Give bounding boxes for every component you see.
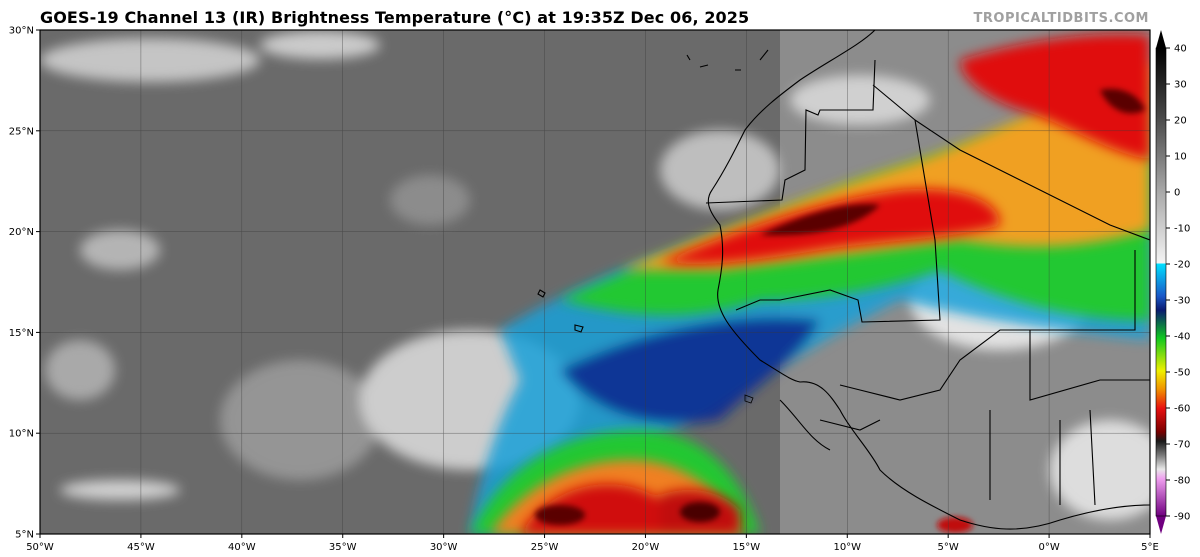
lat-tick-label: 10°N [9,429,34,440]
gridlines [40,30,1150,534]
lon-tick-label: 50°W [26,542,54,553]
lon-tick-label: 30°W [430,542,458,553]
lon-tick-label: 5°E [1141,542,1159,553]
lat-tick-label: 20°N [9,227,34,238]
lon-tick-label: 15°W [733,542,761,553]
longitude-axis: 50°W 45°W 40°W 35°W 30°W 25°W 20°W 15°W 10°W 5°W 0… [26,534,1159,553]
coastlines [537,30,1150,530]
lat-tick-label: 25°N [9,126,34,137]
lon-tick-label: 5°W [938,542,959,553]
colorbar-scale [1156,48,1166,516]
latitude-axis: 30°N 25°N 20°N 15°N 10°N 5°N [9,26,40,541]
lon-tick-label: 20°W [632,542,660,553]
colorbar-bottom-arrow [1156,516,1166,534]
colorbar-tick-label: -10 [1174,224,1190,235]
map-frame [39,29,1151,535]
colorbar-tick-label: -70 [1174,440,1190,451]
colorbar-tick-label: -50 [1174,368,1190,379]
colorbar-tick-label: 20 [1174,116,1187,127]
lat-tick-label: 15°N [9,328,34,339]
lon-tick-label: 0°W [1038,542,1059,553]
page-title: GOES-19 Channel 13 (IR) Brightness Tempe… [40,8,750,27]
colorbar-tick-label: 30 [1174,80,1187,91]
lat-tick-label: 5°N [15,530,34,541]
colorbar-tick-label: -40 [1174,332,1190,343]
lon-tick-label: 35°W [329,542,357,553]
colorbar-tick-label: 0 [1174,188,1180,199]
colorbar-top-arrow [1156,30,1166,48]
colorbar-tick-label: -60 [1174,404,1190,415]
lon-tick-label: 40°W [228,542,256,553]
colorbar-tick-label: -80 [1174,476,1190,487]
imagery-layer [40,30,1150,534]
colorbar-tick-label: 10 [1174,152,1187,163]
lon-tick-label: 45°W [127,542,155,553]
lon-tick-label: 25°W [531,542,559,553]
lon-tick-label: 10°W [833,542,861,553]
colorbar: 40 30 20 10 0 -10 -20 -30 -40 -50 -60 -70 -80 -90 [1155,30,1190,534]
colorbar-tick-label: -20 [1174,260,1190,271]
credit-text: TROPICALTIDBITS.COM [973,11,1149,26]
colorbar-tick-label: 40 [1174,44,1187,55]
colorbar-tick-label: -90 [1174,512,1190,523]
lat-tick-label: 30°N [9,26,34,37]
colorbar-tick-label: -30 [1174,296,1190,307]
